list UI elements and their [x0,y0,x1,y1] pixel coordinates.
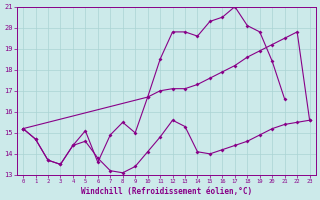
X-axis label: Windchill (Refroidissement éolien,°C): Windchill (Refroidissement éolien,°C) [81,187,252,196]
